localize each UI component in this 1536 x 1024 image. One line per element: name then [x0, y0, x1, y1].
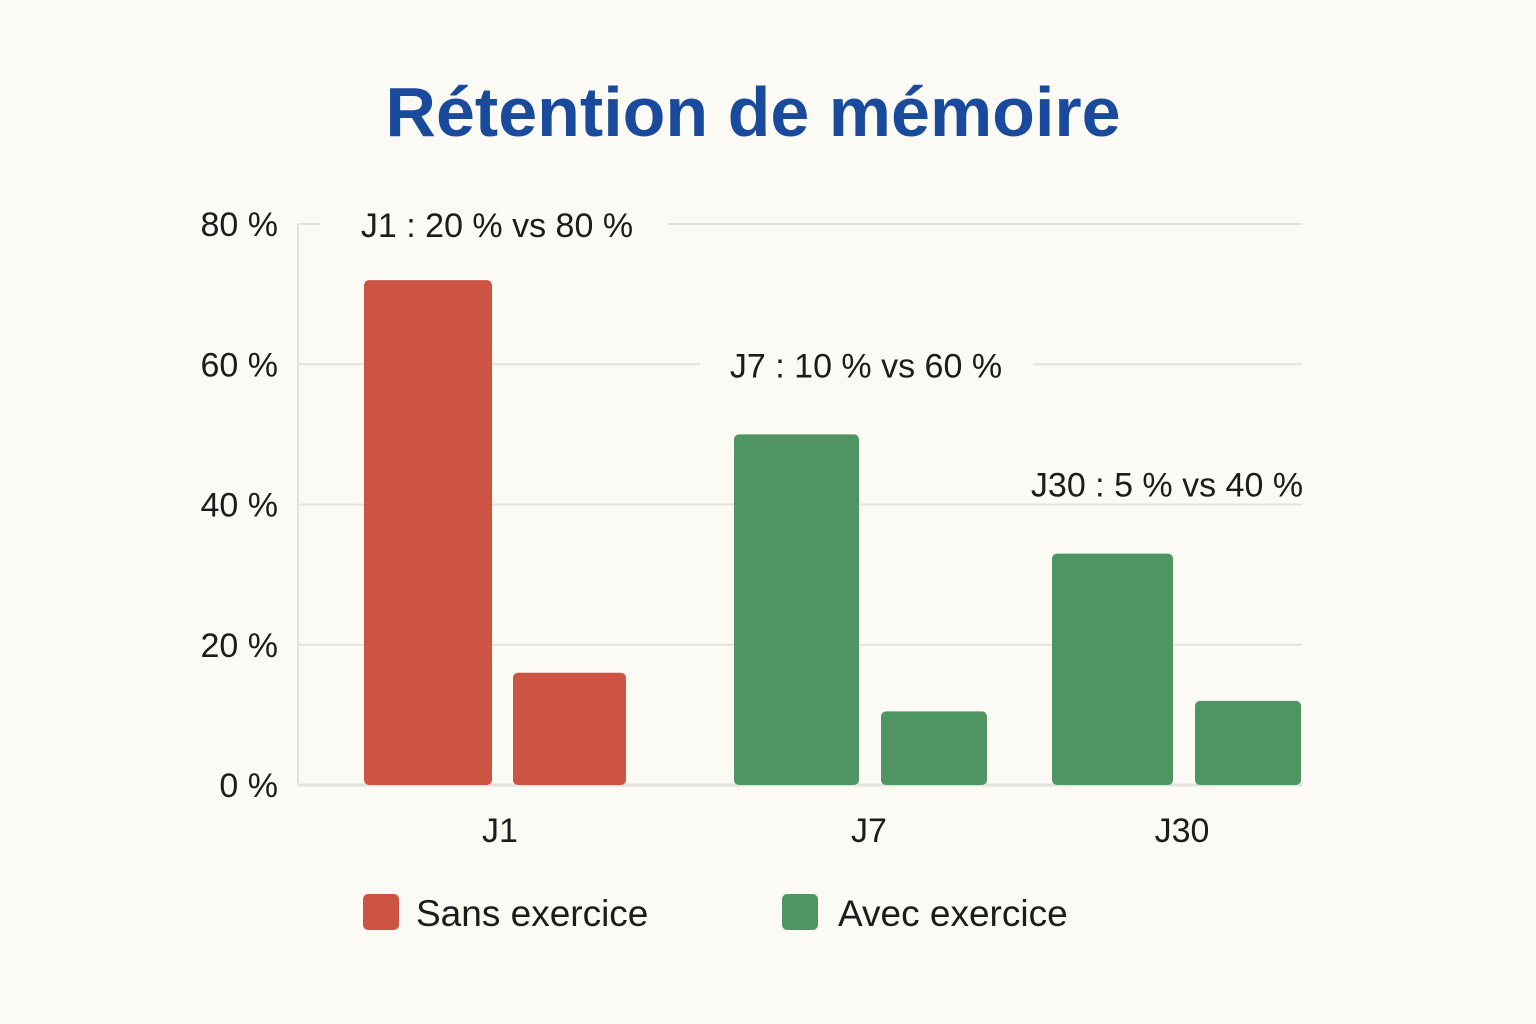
- y-tick-label: 60 %: [201, 346, 279, 384]
- x-tick-label: J1: [482, 812, 518, 850]
- y-tick-label: 20 %: [201, 627, 279, 665]
- annotation-label: J7 : 10 % vs 60 %: [730, 347, 1002, 385]
- bar: [734, 434, 859, 785]
- legend-label: Avec exercice: [838, 893, 1068, 934]
- annotation-label: J1 : 20 % vs 80 %: [361, 207, 633, 245]
- y-tick-label: 40 %: [201, 487, 279, 525]
- bar: [881, 711, 987, 785]
- bar: [1195, 700, 1301, 785]
- x-tick-label: J7: [851, 812, 887, 850]
- legend-label: Sans exercice: [416, 893, 648, 934]
- chart-title: Rétention de mémoire: [385, 73, 1120, 151]
- legend-swatch: [782, 894, 818, 930]
- y-tick-label: 80 %: [201, 206, 279, 244]
- annotation-label: J30 : 5 % vs 40 %: [1031, 466, 1303, 504]
- legend-swatch: [363, 894, 399, 930]
- bar: [513, 672, 626, 785]
- y-tick-label: 0 %: [219, 767, 278, 805]
- bar: [1052, 553, 1173, 785]
- bar: [364, 280, 492, 785]
- x-tick-label: J30: [1155, 812, 1210, 850]
